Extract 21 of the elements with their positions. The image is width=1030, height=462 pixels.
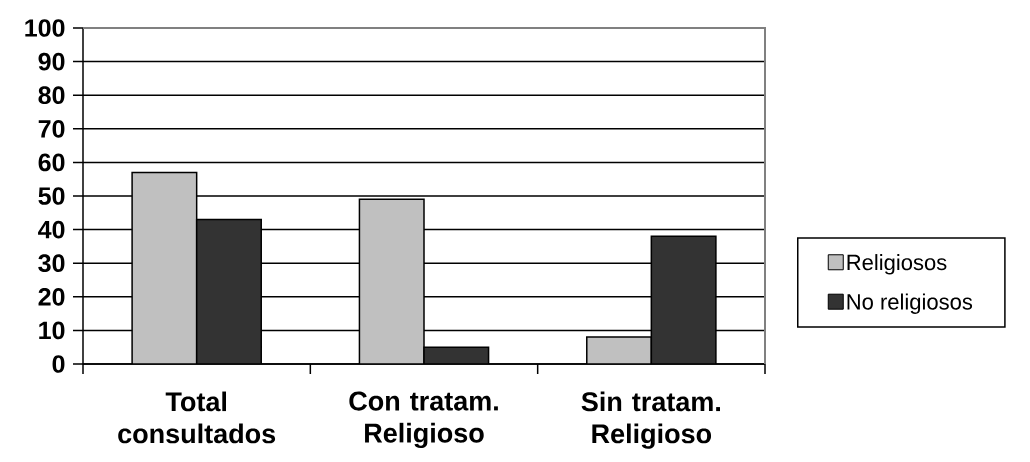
y-tick-label: 40 xyxy=(38,220,65,239)
bar xyxy=(586,336,653,364)
y-tick-label: 10 xyxy=(39,321,65,340)
y-tick-label: 60 xyxy=(38,153,65,172)
y-tick-label: 20 xyxy=(38,287,65,306)
y-tick-label: 80 xyxy=(38,86,65,105)
x-tick-label: Sin tratam. Religioso xyxy=(581,391,720,449)
legend-label: Religiosos xyxy=(847,254,947,275)
y-tick-label: 70 xyxy=(38,119,65,138)
legend-label: No religiosos xyxy=(847,293,973,314)
y-tick-label: 30 xyxy=(38,254,65,273)
y-tick-label: 0 xyxy=(52,355,65,373)
bar xyxy=(358,198,425,364)
y-tick-label: 50 xyxy=(38,187,65,205)
y-tick-label: 100 xyxy=(25,19,65,37)
bar xyxy=(650,235,717,364)
x-tick-label: Con tratam. Religioso xyxy=(349,391,498,449)
bar xyxy=(131,171,198,364)
bar xyxy=(195,218,262,364)
y-tick-label: 90 xyxy=(38,52,65,71)
x-tick-label: Total consultados xyxy=(118,391,276,444)
